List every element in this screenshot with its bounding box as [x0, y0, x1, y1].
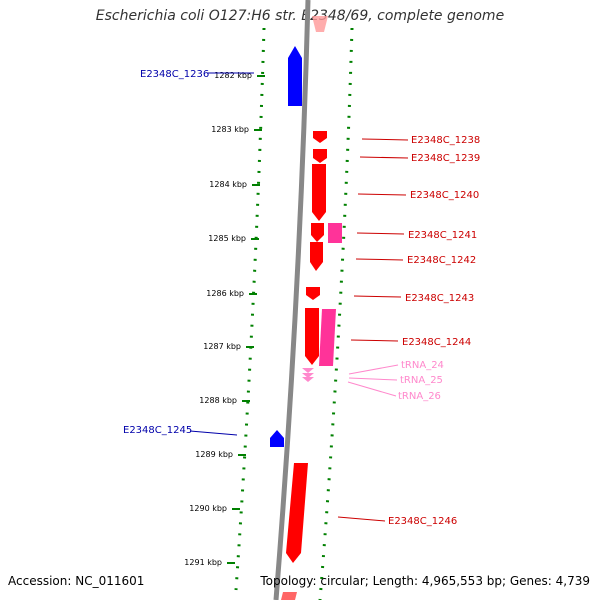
- gene-arrow[interactable]: [270, 430, 284, 447]
- gene-label[interactable]: E2348C_1246: [388, 516, 457, 527]
- trna-arrow[interactable]: [302, 368, 314, 373]
- gene-arrow[interactable]: [313, 131, 327, 143]
- gene-arrow[interactable]: [313, 149, 327, 163]
- gene-label[interactable]: E2348C_1245: [123, 425, 192, 436]
- gene-arrow[interactable]: [305, 308, 319, 365]
- genome-backbone: [273, 0, 311, 600]
- gene-leader-line: [189, 430, 238, 436]
- scale-tick-label: 1287 kbp: [203, 342, 241, 351]
- rna-feature[interactable]: [328, 223, 342, 243]
- gene-leader-line: [359, 156, 409, 159]
- gene-label[interactable]: E2348C_1240: [410, 190, 479, 201]
- left-tick-rail: [234, 27, 266, 591]
- gene-label[interactable]: tRNA_24: [401, 360, 444, 371]
- gene-arrow[interactable]: [310, 242, 323, 271]
- genome-title: Escherichia coli O127:H6 str. E2348/69, …: [95, 8, 505, 24]
- gene-label[interactable]: E2348C_1238: [411, 135, 480, 146]
- gene-leader-line: [348, 377, 398, 381]
- gene-arrow[interactable]: [306, 287, 320, 300]
- gene-label[interactable]: tRNA_25: [400, 375, 443, 386]
- trna-arrow[interactable]: [302, 377, 314, 382]
- gene-label[interactable]: E2348C_1244: [402, 337, 471, 348]
- scale-tick-label: 1291 kbp: [184, 558, 222, 567]
- scale-tick-label: 1289 kbp: [195, 450, 233, 459]
- gene-label[interactable]: E2348C_1236: [140, 69, 209, 80]
- gene-leader-line: [357, 193, 407, 196]
- trna-arrow[interactable]: [302, 373, 314, 378]
- scale-tick-label: 1284 kbp: [209, 180, 247, 189]
- gene-leader-line: [337, 516, 386, 522]
- scale-tick-label: 1286 kbp: [206, 289, 244, 298]
- rna-feature[interactable]: [319, 309, 336, 366]
- gene-arrow[interactable]: [288, 46, 302, 106]
- gene-label[interactable]: E2348C_1239: [411, 153, 480, 164]
- gene-leader-line: [361, 138, 409, 141]
- gene-leader-line: [353, 295, 402, 298]
- gene-leader-line: [350, 339, 399, 342]
- accession-label: Accession: NC_011601: [8, 574, 145, 588]
- scale-tick-label: 1290 kbp: [189, 504, 227, 513]
- backbone-top-cap: [312, 16, 328, 32]
- backbone-bottom-cap: [281, 592, 297, 600]
- genome-summary: Topology: circular; Length: 4,965,553 bp…: [260, 574, 590, 588]
- scale-tick-label: 1283 kbp: [211, 125, 249, 134]
- gene-arrow[interactable]: [312, 164, 326, 221]
- gene-arrow[interactable]: [286, 463, 308, 563]
- gene-label[interactable]: E2348C_1241: [408, 230, 477, 241]
- scale-tick-label: 1285 kbp: [208, 234, 246, 243]
- gene-leader-line: [347, 381, 397, 397]
- scale-tick-label: 1282 kbp: [214, 71, 252, 80]
- gene-label[interactable]: E2348C_1243: [405, 293, 474, 304]
- gene-leader-line: [356, 232, 405, 235]
- gene-label[interactable]: E2348C_1242: [407, 255, 476, 266]
- gene-arrow[interactable]: [311, 223, 324, 242]
- gene-leader-line: [348, 364, 399, 375]
- gene-label[interactable]: tRNA_26: [398, 391, 441, 402]
- gene-leader-line: [355, 258, 404, 261]
- scale-tick-label: 1288 kbp: [199, 396, 237, 405]
